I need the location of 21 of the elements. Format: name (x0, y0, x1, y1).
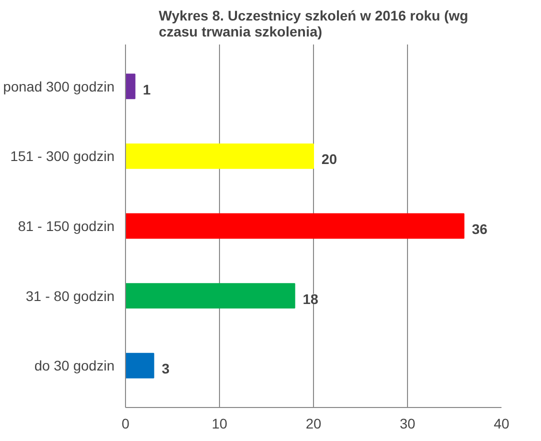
bar (126, 213, 464, 239)
x-tick-label: 30 (400, 416, 416, 432)
y-tick-label: 81 - 150 godzin (18, 218, 115, 234)
bar (126, 352, 154, 378)
y-tick-label: 31 - 80 godzin (26, 288, 115, 304)
data-label: 18 (302, 290, 318, 307)
x-tick-label: 40 (494, 416, 510, 432)
x-tick-label: 20 (306, 416, 322, 432)
bar (126, 74, 136, 100)
y-tick-label: do 30 godzin (34, 358, 115, 374)
bar (126, 143, 314, 169)
data-label: 3 (162, 360, 170, 377)
y-tick-label: 151 - 300 godzin (10, 148, 115, 164)
data-label: 36 (472, 221, 488, 237)
data-label: 1 (142, 81, 151, 98)
chart-title: Wykres 8. Uczestnicy szkoleń w 2016 roku (wg czasu trwania szkolenia) (158, 8, 468, 40)
y-tick-label: ponad 300 godzin (3, 78, 115, 94)
x-tick-label: 0 (122, 416, 130, 432)
x-tick-label: 10 (212, 416, 228, 432)
bar (126, 283, 296, 309)
data-label: 20 (322, 151, 338, 168)
